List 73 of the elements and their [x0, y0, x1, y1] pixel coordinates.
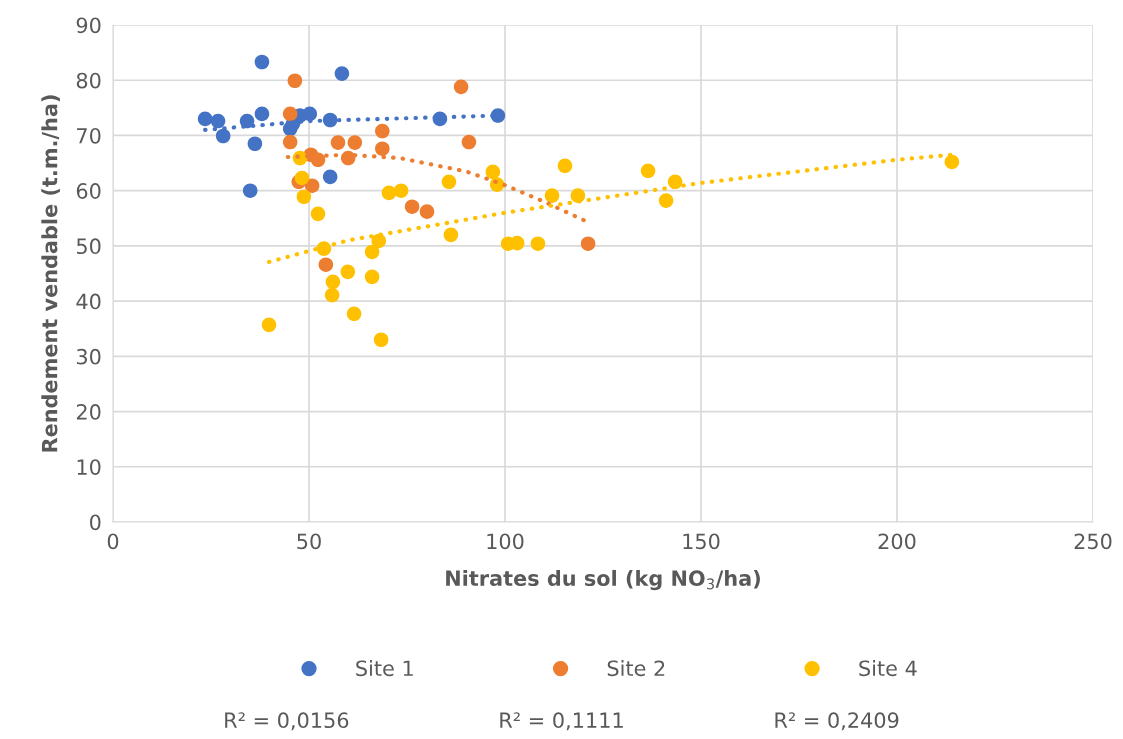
point [325, 274, 341, 290]
point [375, 123, 390, 139]
point [461, 134, 477, 150]
point [347, 135, 363, 150]
point [364, 269, 380, 285]
y-tick-label: 70 [77, 127, 101, 144]
x-tick-label: 150 [683, 533, 720, 550]
text: R² = 0,0156 [225, 712, 349, 731]
y-tick-label: 80 [76, 72, 101, 89]
point [544, 188, 560, 203]
point [580, 236, 596, 251]
legend-label: Site 2 [607, 660, 665, 677]
point [282, 134, 298, 150]
point [381, 185, 397, 201]
y-tick-label: 20 [76, 404, 101, 420]
point [261, 317, 277, 333]
point [373, 332, 389, 348]
y-tick-label: 30 [76, 348, 101, 365]
y-axis-title: Rendement vendable (t.m./ha) [41, 95, 60, 452]
point [490, 108, 506, 123]
text: R² = 0,2409 [775, 712, 899, 731]
point [296, 189, 312, 205]
point [530, 236, 546, 251]
point [441, 174, 457, 190]
y-tick-label: 60 [76, 183, 101, 199]
x-axis-title: Nitrates du sol (kg NO$_{3}$/ha) [446, 569, 760, 591]
point [324, 287, 340, 303]
point [340, 264, 356, 280]
x-tick-label: 0 [107, 533, 119, 550]
point [287, 73, 303, 89]
point [302, 106, 318, 122]
point [294, 170, 310, 186]
point [346, 306, 362, 322]
x-tick-label: 250 [1074, 533, 1112, 550]
point [443, 227, 459, 243]
point [453, 79, 469, 95]
point [304, 178, 320, 193]
y-tick-label: 50 [76, 238, 101, 255]
text: R² = 0,1111 [500, 712, 623, 731]
y-tick-label: 10 [77, 459, 101, 475]
point [310, 206, 326, 222]
y-tick-label: 40 [76, 293, 101, 310]
point [322, 169, 338, 185]
point [371, 233, 387, 249]
point [330, 135, 346, 150]
point [242, 183, 258, 198]
point [393, 183, 409, 198]
point [282, 106, 298, 122]
point [334, 66, 350, 81]
point [640, 163, 656, 179]
point [254, 106, 270, 122]
legend-label: Site 4 [859, 660, 917, 677]
y-tick-label: 90 [76, 17, 101, 34]
x-tick-label: 200 [878, 533, 916, 550]
point [404, 199, 420, 214]
point [557, 158, 573, 174]
point [375, 141, 390, 156]
y-tick-label: 0 [90, 514, 101, 531]
x-tick-label: 50 [297, 533, 321, 550]
point [318, 257, 334, 272]
x-tick-label: 100 [487, 533, 524, 550]
point [570, 188, 586, 203]
point [197, 111, 213, 127]
point [364, 244, 380, 260]
point [254, 54, 270, 70]
point [419, 204, 435, 219]
point [658, 193, 674, 208]
point [485, 164, 501, 180]
point [210, 113, 226, 129]
point [944, 154, 960, 170]
legend-label: Site 1 [356, 660, 413, 677]
point [215, 128, 231, 144]
point [247, 136, 263, 152]
